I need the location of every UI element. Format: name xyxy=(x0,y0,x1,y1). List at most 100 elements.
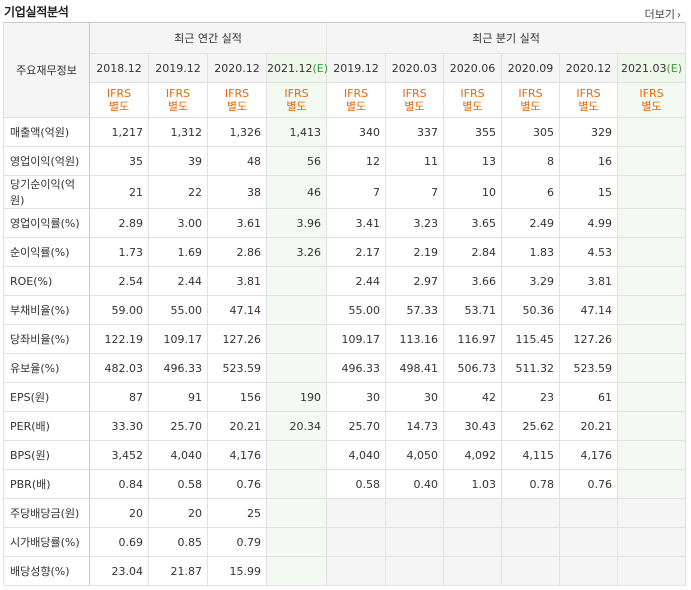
acct-standard-bottom: 별도 xyxy=(578,100,599,113)
quarter-value: 50.36 xyxy=(501,295,561,325)
quarter-value xyxy=(617,117,687,147)
quarter-value: 42 xyxy=(443,382,503,412)
row-label: BPS(원) xyxy=(3,440,90,470)
annual-value: 1,217 xyxy=(89,117,149,147)
annual-value: 190 xyxy=(265,382,328,412)
table-row: 시가배당률(%) 0.69 0.85 0.79 xyxy=(3,527,687,557)
row-label: 매출액(억원) xyxy=(3,117,90,147)
accounting-standard: IFRS 별도 xyxy=(617,82,687,118)
quarter-value: 2.97 xyxy=(385,266,445,296)
annual-value: 0.69 xyxy=(89,527,149,557)
quarter-value xyxy=(385,556,445,586)
quarter-value: 30 xyxy=(326,382,387,412)
annual-value: 1,413 xyxy=(265,117,328,147)
quarter-value xyxy=(326,556,387,586)
period-label: 2020.12 xyxy=(214,61,260,75)
annual-value: 0.79 xyxy=(207,527,267,557)
table-row: PER(배) 33.30 25.70 20.21 20.34 25.70 14.73 30.4… xyxy=(3,411,687,441)
quarter-value xyxy=(501,527,561,557)
accounting-standard: IFRS 별도 xyxy=(326,82,387,118)
row-label: 유보율(%) xyxy=(3,353,90,383)
acct-standard-bottom: 별도 xyxy=(641,100,662,113)
period-header: 2021.12(E) xyxy=(265,53,329,83)
quarter-value: 13 xyxy=(443,146,503,176)
annual-value: 47.14 xyxy=(207,295,267,325)
quarter-value: 12 xyxy=(326,146,387,176)
annual-value: 56 xyxy=(265,146,328,176)
annual-value: 3.00 xyxy=(148,208,208,238)
quarter-value: 61 xyxy=(559,382,619,412)
table-row: 영업이익률(%) 2.89 3.00 3.61 3.96 3.41 3.23 3.65 2.49… xyxy=(3,208,687,238)
quarter-value: 8 xyxy=(501,146,561,176)
annual-value: 21.87 xyxy=(148,556,208,586)
table-row: 주당배당금(원) 20 20 25 xyxy=(3,498,687,528)
annual-value: 0.84 xyxy=(89,469,149,499)
period-header: 2020.12 xyxy=(207,53,267,83)
quarter-value: 7 xyxy=(385,175,445,209)
acct-standard-top: IFRS xyxy=(106,87,132,100)
forecast-tag: (E) xyxy=(666,61,683,75)
quarter-value xyxy=(617,266,687,296)
quarter-value: 115.45 xyxy=(501,324,561,354)
annual-value: 4,040 xyxy=(148,440,208,470)
quarter-value: 496.33 xyxy=(326,353,387,383)
quarter-value xyxy=(443,527,503,557)
acct-standard-bottom: 별도 xyxy=(404,100,425,113)
annual-value xyxy=(265,353,328,383)
acct-standard-top: IFRS xyxy=(576,87,601,100)
row-label: 부채비율(%) xyxy=(3,295,90,325)
row-label: 영업이익률(%) xyxy=(3,208,90,238)
annual-value: 39 xyxy=(148,146,208,176)
quarter-value: 3.29 xyxy=(501,266,561,296)
period-header: 2020.06 xyxy=(443,53,503,83)
accounting-standard: IFRS 별도 xyxy=(443,82,503,118)
period-header: 2021.03(E) xyxy=(617,53,687,83)
acct-standard-top: IFRS xyxy=(284,87,309,100)
annual-value: 482.03 xyxy=(89,353,149,383)
table-row: 당좌비율(%) 122.19 109.17 127.26 109.17 113.16 116… xyxy=(3,324,687,354)
row-label: PBR(배) xyxy=(3,469,90,499)
table-row: 배당성향(%) 23.04 21.87 15.99 xyxy=(3,556,687,586)
annual-group-header: 최근 연간 실적 xyxy=(88,22,328,54)
chevron-right-icon: › xyxy=(677,10,681,21)
quarter-value: 30.43 xyxy=(443,411,503,441)
annual-value: 48 xyxy=(207,146,267,176)
annual-value: 87 xyxy=(89,382,149,412)
quarter-value: 127.26 xyxy=(559,324,619,354)
annual-value: 0.85 xyxy=(148,527,208,557)
quarter-value: 523.59 xyxy=(559,353,619,383)
quarter-value xyxy=(617,382,687,412)
period-header: 2019.12 xyxy=(326,53,387,83)
quarter-value xyxy=(617,237,687,267)
row-label: ROE(%) xyxy=(3,266,90,296)
quarter-value: 16 xyxy=(559,146,619,176)
table-row: 부채비율(%) 59.00 55.00 47.14 55.00 57.33 53.71 50.… xyxy=(3,295,687,325)
table-row: 순이익률(%) 1.73 1.69 2.86 3.26 2.17 2.19 2.84 1.83 4… xyxy=(3,237,687,267)
quarter-value: 511.32 xyxy=(501,353,561,383)
acct-standard-bottom: 별도 xyxy=(108,100,130,113)
quarter-value xyxy=(617,527,687,557)
accounting-standard: IFRS 별도 xyxy=(265,82,328,118)
annual-value: 22 xyxy=(148,175,208,209)
row-label: 당기순이익(억원) xyxy=(3,175,90,209)
period-label: 2018.12 xyxy=(96,61,142,75)
acct-standard-top: IFRS xyxy=(165,87,191,100)
acct-standard-bottom: 별도 xyxy=(462,100,483,113)
annual-value: 156 xyxy=(207,382,267,412)
forecast-tag: (E) xyxy=(312,61,329,75)
annual-value: 20.34 xyxy=(265,411,328,441)
row-label: 당좌비율(%) xyxy=(3,324,90,354)
quarter-value xyxy=(326,527,387,557)
annual-value: 122.19 xyxy=(89,324,149,354)
annual-value xyxy=(265,556,328,586)
row-header-label: 주요재무정보 xyxy=(3,22,90,118)
quarter-value xyxy=(617,411,687,441)
more-link[interactable]: 더보기 › xyxy=(645,6,681,22)
row-label: 시가배당률(%) xyxy=(3,527,90,557)
accounting-standard: IFRS 별도 xyxy=(501,82,561,118)
annual-value: 0.76 xyxy=(207,469,267,499)
row-label: 배당성향(%) xyxy=(3,556,90,586)
quarter-value: 0.40 xyxy=(385,469,445,499)
quarter-value xyxy=(559,498,619,528)
annual-value: 21 xyxy=(89,175,149,209)
